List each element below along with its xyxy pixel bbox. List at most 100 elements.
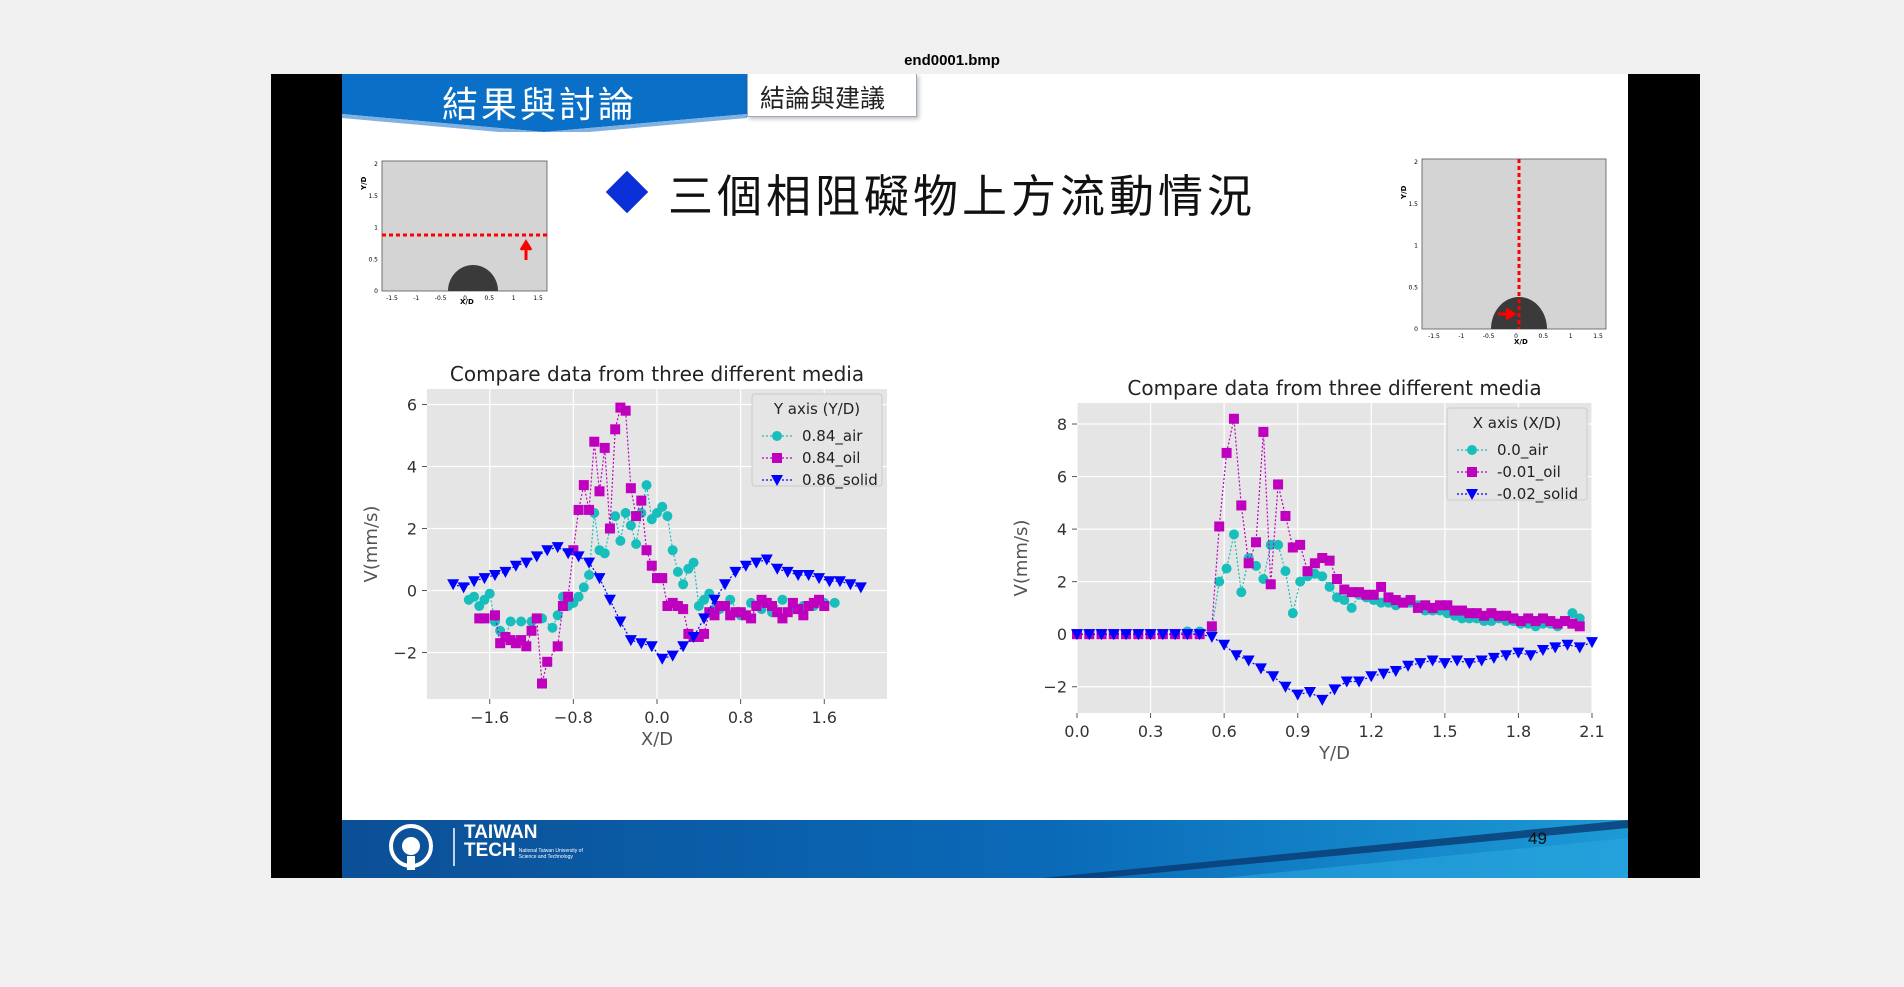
footer-banner bbox=[342, 820, 1628, 878]
data-point bbox=[704, 607, 715, 618]
data-point bbox=[620, 405, 631, 416]
data-point bbox=[1193, 629, 1206, 641]
thumb-xtick-label: -1 bbox=[1458, 333, 1464, 340]
data-point bbox=[657, 501, 668, 512]
series-0.84_oil bbox=[474, 402, 830, 689]
data-point bbox=[636, 495, 647, 506]
data-point bbox=[1230, 650, 1243, 662]
data-point bbox=[469, 591, 480, 602]
data-point bbox=[495, 638, 506, 649]
data-point bbox=[631, 511, 642, 522]
data-point bbox=[551, 542, 564, 554]
data-point bbox=[1205, 631, 1218, 643]
data-point bbox=[474, 613, 485, 624]
data-point bbox=[1156, 629, 1169, 641]
data-point bbox=[719, 601, 730, 611]
data-point bbox=[1206, 621, 1217, 632]
data-point bbox=[1412, 602, 1423, 613]
data-point bbox=[787, 597, 798, 608]
data-point bbox=[1383, 592, 1394, 603]
thumb-xtick-label: 0 bbox=[1514, 333, 1518, 340]
data-point bbox=[1144, 629, 1157, 641]
data-point bbox=[1303, 686, 1316, 698]
thumb-left-ylabel: Y/D bbox=[360, 176, 368, 191]
data-point bbox=[1236, 587, 1247, 598]
data-point bbox=[1464, 608, 1475, 619]
data-point bbox=[610, 511, 621, 522]
x-tick-label: 0.3 bbox=[1138, 722, 1163, 741]
thumb-right-xticks: -1.5 -1 -0.5 0 0.5 1 1.5 bbox=[1428, 333, 1603, 340]
data-point bbox=[1295, 576, 1306, 587]
data-point bbox=[656, 653, 669, 665]
data-point bbox=[767, 601, 777, 611]
data-point bbox=[1536, 644, 1549, 656]
y-tick-label: −2 bbox=[1043, 678, 1067, 697]
x-tick-label: 0.0 bbox=[1064, 722, 1089, 741]
image-viewer: 結果與討論 結論與建議 三個相阻礙物上方流動情況 2 1.5 1 0.5 0 -1.5-… bbox=[271, 74, 1700, 878]
data-point bbox=[714, 601, 725, 611]
thumb-ytick-label: 1.5 bbox=[1408, 201, 1418, 208]
y-tick-label: 4 bbox=[407, 458, 417, 477]
thumb-xtick-label: -0.5 bbox=[1483, 333, 1495, 340]
series--0.02_solid bbox=[1071, 629, 1598, 706]
y-tick-label: 2 bbox=[1057, 573, 1067, 592]
data-point bbox=[604, 523, 615, 534]
data-point bbox=[573, 504, 584, 515]
data-point bbox=[1467, 445, 1477, 455]
thumb-left-xlabel: X/D bbox=[460, 298, 474, 306]
data-point bbox=[541, 545, 554, 557]
thumb-xtick-label: 1 bbox=[512, 295, 516, 302]
data-point bbox=[530, 551, 543, 563]
data-point bbox=[672, 566, 683, 577]
x-tick-label: 0.8 bbox=[728, 708, 753, 727]
y-tick-label: 4 bbox=[1057, 520, 1067, 539]
data-point bbox=[672, 601, 683, 611]
data-point bbox=[1361, 589, 1372, 600]
x-tick-label: −0.8 bbox=[554, 708, 593, 727]
data-point bbox=[756, 594, 767, 605]
data-point bbox=[599, 442, 610, 453]
data-point bbox=[1228, 529, 1239, 540]
data-point bbox=[1316, 694, 1329, 706]
data-point bbox=[1273, 539, 1284, 550]
x-tick-label: 0.0 bbox=[644, 708, 669, 727]
section-banner bbox=[342, 74, 747, 132]
data-point bbox=[781, 566, 794, 578]
thumb-xtick-label: 1.5 bbox=[533, 295, 543, 302]
data-point bbox=[631, 539, 642, 549]
data-point bbox=[1537, 613, 1548, 624]
legend-title: Y axis (Y/D) bbox=[773, 400, 860, 418]
x-tick-label: 1.5 bbox=[1432, 722, 1457, 741]
data-point bbox=[1242, 655, 1255, 667]
data-point bbox=[792, 570, 805, 581]
data-point bbox=[729, 566, 742, 578]
subsection-tab[interactable]: 結論與建議 bbox=[747, 74, 917, 117]
data-point bbox=[652, 573, 662, 584]
y-tick-label: 8 bbox=[1057, 415, 1067, 434]
section-title: 結果與討論 bbox=[442, 85, 638, 126]
y-tick-label: 6 bbox=[1057, 468, 1067, 487]
data-point bbox=[735, 607, 746, 618]
data-point bbox=[782, 607, 793, 618]
x-tick-label: 1.2 bbox=[1359, 722, 1384, 741]
data-point bbox=[1287, 608, 1298, 619]
data-point bbox=[1449, 605, 1460, 616]
data-point bbox=[1280, 566, 1291, 577]
data-point bbox=[1530, 616, 1541, 627]
data-point bbox=[552, 610, 563, 621]
data-point bbox=[1467, 467, 1477, 477]
data-point bbox=[478, 573, 491, 585]
university-logo-icon bbox=[389, 824, 433, 870]
data-point bbox=[1265, 579, 1276, 590]
data-point bbox=[662, 601, 673, 611]
data-point bbox=[552, 641, 563, 652]
data-point bbox=[1368, 589, 1379, 600]
logo-text: TAIWAN TECH National Taiwan University o… bbox=[464, 823, 583, 860]
data-point bbox=[1236, 500, 1247, 511]
data-point bbox=[667, 545, 678, 556]
data-point bbox=[516, 616, 527, 627]
data-point bbox=[583, 557, 596, 569]
y-tick-label: −2 bbox=[393, 644, 417, 663]
data-point bbox=[802, 570, 815, 581]
data-point bbox=[1339, 584, 1350, 595]
